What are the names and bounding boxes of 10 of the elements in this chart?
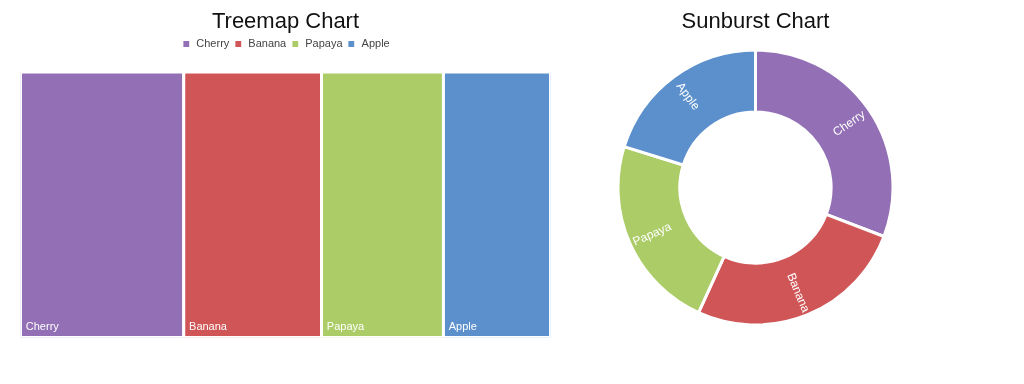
text: Cherry	[25, 320, 59, 333]
chart-title: Sunburst Chart	[681, 7, 830, 33]
legend-label: Apple	[361, 37, 390, 49]
legend-label: Cherry	[196, 37, 230, 49]
text: Papaya	[326, 320, 365, 333]
text: Banana	[189, 320, 227, 333]
legend-label: Papaya	[305, 37, 343, 49]
chart-title: Treemap Chart	[211, 7, 360, 33]
text: Apple	[448, 320, 477, 333]
legend-label: Banana	[248, 37, 287, 49]
